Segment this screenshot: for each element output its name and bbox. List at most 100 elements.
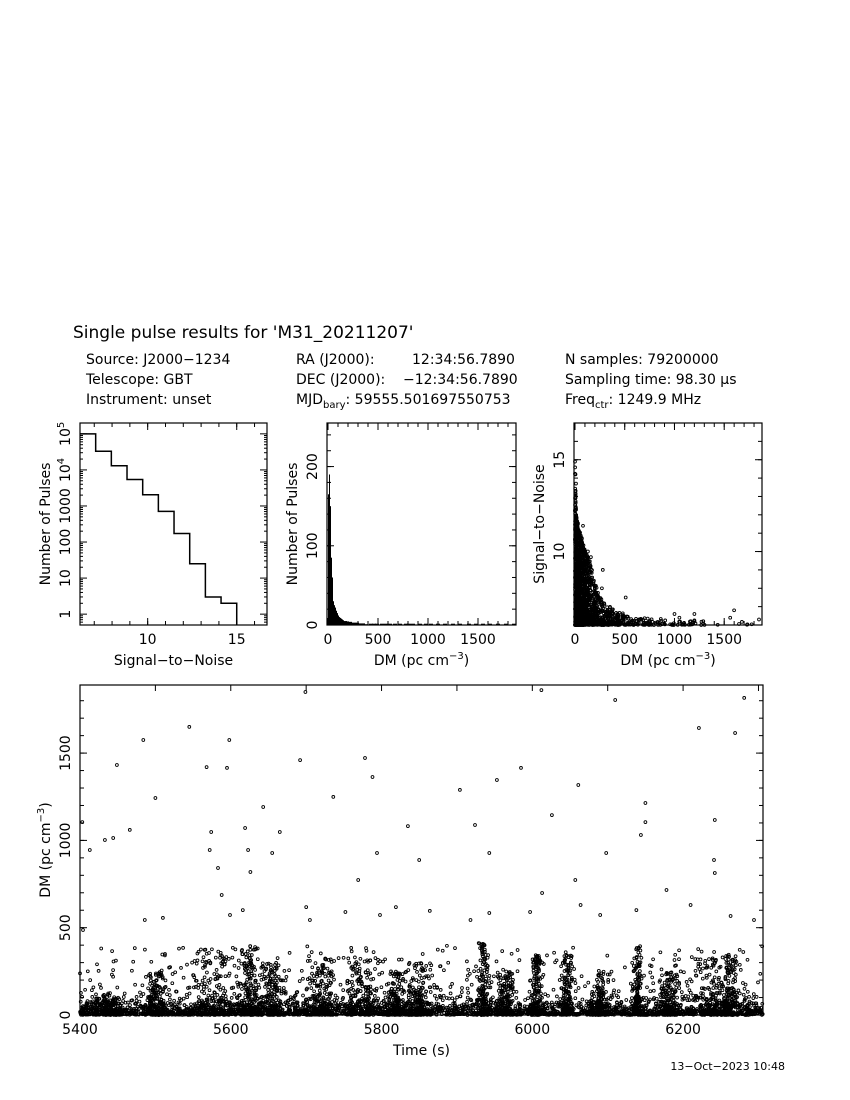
scatter-point — [191, 1009, 195, 1013]
scatter-point — [184, 1005, 189, 1009]
scatter-point — [590, 615, 594, 620]
scatter-point — [745, 957, 750, 962]
scatter-point — [579, 555, 584, 559]
histogram-bar — [340, 617, 341, 625]
scatter-point — [549, 1000, 554, 1005]
scatter-point — [618, 1003, 623, 1008]
scatter-point — [555, 994, 559, 999]
scatter-point — [458, 994, 463, 999]
scatter-point — [517, 958, 522, 962]
scatter-point — [596, 595, 601, 599]
histogram-bar — [443, 623, 447, 625]
scatter-point — [172, 998, 176, 1003]
scatter-point — [584, 999, 589, 1004]
scatter-point — [608, 620, 613, 625]
scatter-point — [709, 992, 713, 997]
scatter-point — [132, 946, 137, 950]
scatter-point — [583, 1008, 587, 1013]
freq-subscript: ctr — [595, 400, 609, 411]
scatter-point — [592, 603, 597, 607]
scatter-point — [202, 991, 207, 996]
scatter-point — [647, 1008, 652, 1013]
histogram-bar — [329, 474, 330, 625]
scatter-point — [645, 985, 649, 990]
scatter-point — [514, 996, 519, 1000]
scatter-point — [693, 968, 698, 973]
scatter-point — [608, 604, 612, 609]
scatter-point — [137, 999, 142, 1004]
scatter-point — [450, 996, 455, 1001]
scatter-point — [746, 1007, 751, 1012]
source-text: Source: J2000−1234 — [86, 352, 230, 368]
histogram-bar — [375, 623, 379, 625]
scatter-point — [444, 1010, 449, 1015]
histogram-bar — [363, 623, 364, 625]
scatter-point — [176, 1000, 181, 1005]
scatter-point — [577, 529, 581, 534]
histogram-bar — [328, 494, 329, 625]
scatter-point — [658, 617, 663, 621]
histogram-bar — [330, 506, 331, 625]
histogram-bar — [451, 623, 455, 625]
scatter-point — [580, 541, 585, 546]
scatter-point — [356, 982, 361, 986]
scatter-point — [672, 612, 677, 616]
scatter-point — [465, 986, 470, 991]
scatter-point — [598, 615, 603, 620]
scatter-point — [460, 1005, 465, 1010]
scatter-point — [123, 1000, 128, 1005]
scatter-point — [498, 992, 502, 997]
scatter-point — [629, 620, 633, 625]
dec-label: DEC (J2000): — [296, 372, 385, 388]
scatter-point — [677, 948, 681, 953]
histogram-bar — [333, 601, 334, 625]
scatter-point — [756, 980, 760, 985]
histogram-bar — [341, 618, 342, 625]
scatter-point — [233, 1007, 238, 1012]
scatter-point — [639, 617, 644, 622]
scatter-point — [372, 994, 377, 998]
scatter-point — [406, 999, 411, 1004]
scatter-point — [581, 1006, 585, 1010]
scatter-point — [602, 601, 607, 606]
histogram-bar — [411, 623, 415, 625]
scatter-point — [501, 967, 505, 972]
histogram-bar — [418, 623, 422, 625]
scatter-point — [575, 559, 580, 564]
scatter-point — [83, 987, 87, 992]
scatter-point — [614, 1007, 618, 1012]
scatter-point — [617, 610, 622, 615]
scatter-point — [601, 609, 605, 613]
scatter-point — [349, 946, 354, 950]
scatter-point — [318, 951, 323, 956]
scatter-point — [699, 619, 704, 624]
scatter-point — [575, 602, 579, 607]
y-tick-label-text: 10 — [58, 464, 74, 482]
scatter-point — [448, 991, 453, 996]
histogram-bar — [429, 623, 433, 625]
scatter-point — [437, 1005, 442, 1010]
scatter-point — [747, 999, 752, 1004]
x-axis-label-text: Signal−to−Noise — [114, 653, 233, 669]
scatter-point — [139, 994, 143, 999]
scatter-point — [177, 946, 181, 951]
scatter-point — [753, 1001, 758, 1006]
scatter-point — [295, 1003, 300, 1008]
scatter-point — [558, 997, 563, 1001]
scatter-point — [596, 613, 601, 618]
histogram-bar — [349, 621, 350, 625]
scatter-point — [553, 1004, 557, 1009]
scatter-point — [588, 563, 592, 568]
scatter-point — [452, 1001, 457, 1006]
scatter-point — [742, 1004, 747, 1009]
y-tick-label-text: 10 — [58, 569, 74, 587]
scatter-point — [260, 961, 265, 966]
scatter-point — [589, 571, 594, 575]
scatter-point — [181, 975, 186, 980]
scatter-point — [677, 619, 682, 624]
scatter-point — [89, 1000, 94, 1005]
x-axis-label-end: ) — [464, 653, 469, 669]
x-axis-label-exponent: −3 — [449, 651, 464, 662]
scatter-point — [187, 1008, 192, 1012]
scatter-point — [583, 583, 588, 587]
